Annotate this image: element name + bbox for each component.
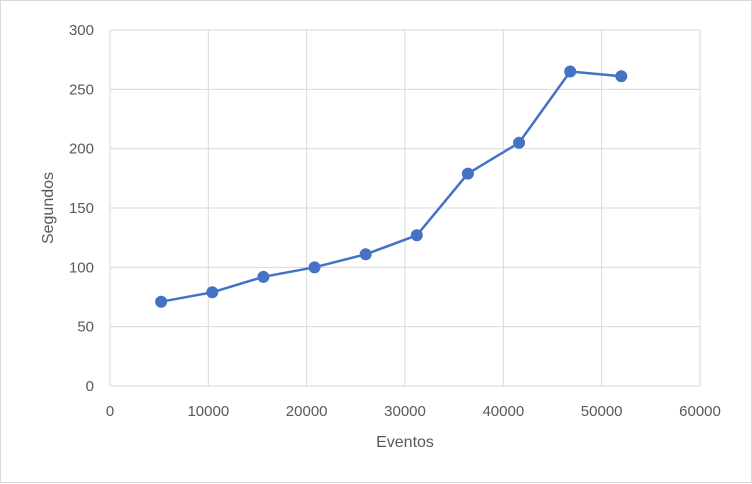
x-tick-label: 40000 bbox=[482, 403, 524, 420]
x-tick-label: 10000 bbox=[187, 403, 229, 420]
y-tick-label: 100 bbox=[69, 259, 94, 276]
y-tick-label: 250 bbox=[69, 81, 94, 98]
gridlines bbox=[110, 29, 701, 386]
y-tick-label: 200 bbox=[69, 141, 94, 158]
series-line bbox=[160, 70, 622, 303]
x-axis-title: Eventos bbox=[376, 434, 434, 451]
data-point bbox=[257, 270, 270, 283]
x-tick-label: 20000 bbox=[286, 403, 328, 420]
data-point bbox=[308, 261, 321, 274]
data-point bbox=[564, 65, 577, 78]
y-tick-label: 300 bbox=[69, 22, 94, 39]
y-tick-label: 0 bbox=[86, 378, 94, 395]
x-tick-label: 50000 bbox=[581, 403, 623, 420]
data-point bbox=[615, 70, 628, 83]
x-axis-tick-labels: 0 10000 20000 30000 40000 50000 60000 bbox=[106, 403, 721, 420]
data-point bbox=[513, 136, 526, 149]
series bbox=[155, 65, 628, 308]
y-tick-label: 150 bbox=[69, 200, 94, 217]
x-tick-label: 30000 bbox=[384, 403, 426, 420]
data-point bbox=[461, 167, 474, 180]
y-axis-tick-labels: 0 50 100 150 200 250 300 bbox=[69, 22, 94, 395]
data-point bbox=[206, 286, 219, 299]
y-axis-title: Segundos bbox=[40, 172, 57, 244]
data-point bbox=[359, 248, 372, 261]
y-tick-label: 50 bbox=[77, 319, 94, 336]
data-point bbox=[410, 229, 423, 242]
x-tick-label: 0 bbox=[106, 403, 114, 420]
axes bbox=[109, 30, 700, 387]
data-point bbox=[155, 295, 168, 308]
x-tick-label: 60000 bbox=[679, 403, 721, 420]
